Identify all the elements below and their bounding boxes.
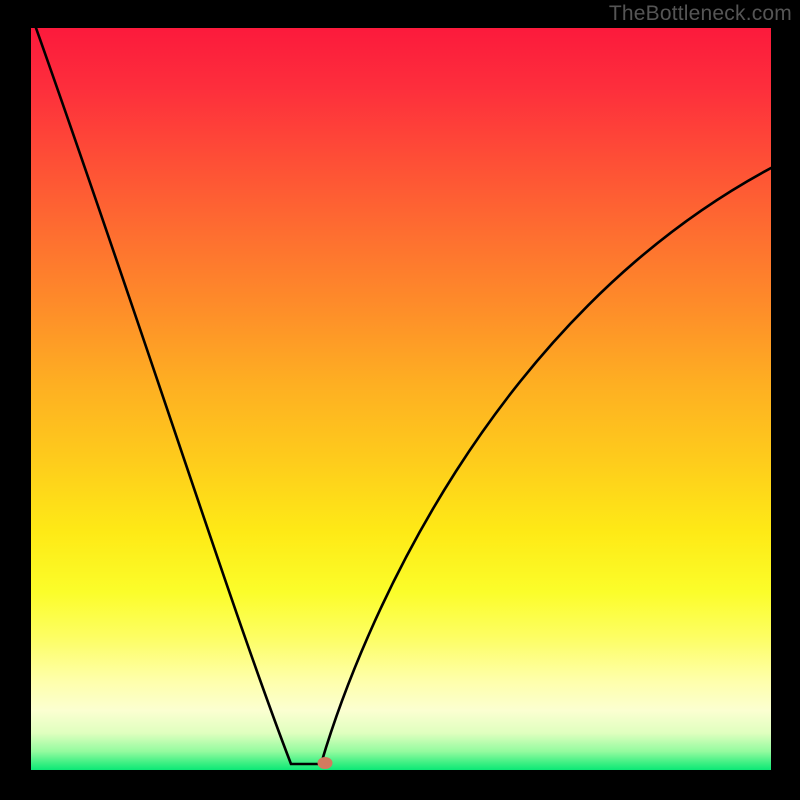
watermark-text: TheBottleneck.com [609, 2, 792, 26]
chart-container: TheBottleneck.com [0, 0, 800, 800]
bottleneck-curve [31, 28, 771, 770]
plot-area [31, 28, 771, 770]
optimal-point-marker [318, 757, 333, 769]
